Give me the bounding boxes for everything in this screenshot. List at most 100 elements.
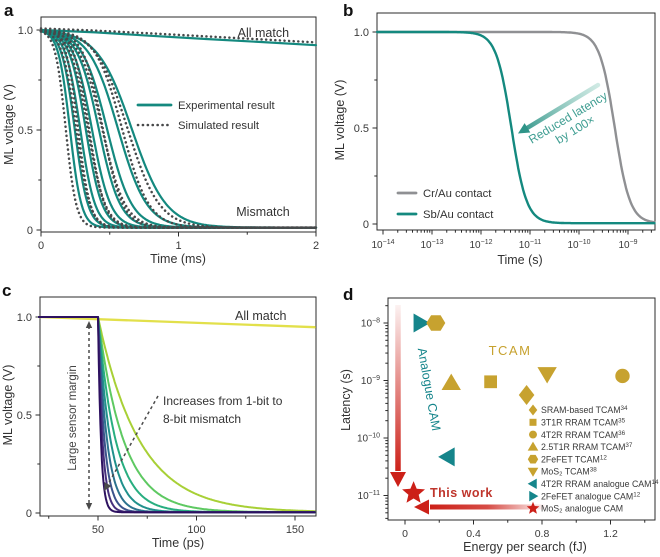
Cr/Au contact: [375, 30, 656, 224]
point-diamond: [518, 385, 535, 405]
y-tick-label: 10−10: [357, 433, 380, 445]
legend-label: MoS₂ analogue CAM: [541, 504, 623, 514]
point-triangle-right: [413, 313, 431, 333]
label: ML voltage (V): [1, 365, 15, 446]
this-work-label: This work: [430, 486, 493, 500]
all-match-experimental: [39, 28, 318, 47]
y-tick-label: 0: [26, 508, 32, 520]
legend-marker-circle: [529, 430, 537, 439]
x-tick-label: 10−13: [421, 239, 444, 251]
left-arrow-head: [414, 499, 429, 515]
down-arrow-head: [390, 472, 406, 487]
y-axis-title: ML voltage (V): [333, 80, 347, 161]
label: Analogue CAM: [415, 347, 443, 432]
legend-marker-triangle-up: [527, 441, 539, 451]
legend-label: SRAM-based TCAM34: [541, 405, 628, 415]
latency-arrow-head: [518, 123, 531, 134]
point-triangle-down: [537, 367, 557, 384]
point-star: [402, 481, 425, 503]
arrow-head: [104, 482, 112, 491]
tcam-group-label: TCAM: [489, 343, 532, 358]
label: Large sensor margin: [67, 365, 79, 470]
point-square: [484, 375, 497, 389]
label: ML voltage (V): [333, 80, 347, 161]
panel-a-letter: a: [4, 1, 14, 20]
legend-marker-diamond: [528, 404, 538, 416]
legend-marker-hexagon: [527, 454, 539, 464]
legend-marker-square: [529, 418, 537, 426]
legend-label: 2FeFET TCAM12: [541, 454, 607, 464]
y-tick-label: 0: [363, 219, 369, 231]
x-tick-label: 100: [187, 524, 205, 536]
curve-label: All match: [238, 26, 289, 40]
y-tick-label: 1.0: [18, 25, 33, 37]
y-axis-title: ML voltage (V): [1, 365, 15, 446]
legend-label: 4T2R RRAM TCAM36: [541, 430, 626, 440]
x-tick-label: 10−14: [372, 239, 395, 251]
legend-marker-triangle-right: [529, 490, 539, 502]
point-triangle-up: [441, 373, 461, 390]
x-tick-label: 2: [313, 240, 319, 252]
panel-d-chart: 10−8 10−9 10−10 10−11 0 0.4 0.8 1.2 Energy per s…: [339, 297, 659, 554]
mismatch-8bit: [37, 316, 316, 514]
y-tick-label: 1.0: [354, 27, 369, 39]
panel-d-letter: d: [343, 285, 354, 304]
legend-label: 3T1R RRAM TCAM35: [541, 418, 626, 428]
x-tick-label: 10−12: [470, 239, 493, 251]
x-tick-label: 10−9: [618, 239, 637, 251]
x-tick-label: 150: [286, 524, 304, 536]
y-tick-label: 1.0: [17, 312, 32, 324]
analogue-cam-group-label: Analogue CAM: [415, 347, 443, 432]
legend-label: 2.5T1R RRAM TCAM37: [541, 442, 633, 452]
legend-label: MoS₂ TCAM38: [541, 467, 597, 477]
x-axis-title: Time (ps): [152, 536, 204, 550]
curve-label: All match: [235, 309, 286, 323]
y-tick-label: 10−8: [361, 318, 380, 330]
legend-label: 4T2R RRAM analogue CAM14: [541, 479, 659, 489]
panel-a-chart: 0 1 2 0 0.5 1.0 Time (ms) ML voltage (V) All mat…: [2, 16, 319, 266]
legend-label: Cr/Au contact: [423, 188, 492, 200]
increase-label-1: Increases from 1-bit to: [163, 394, 283, 408]
y-tick-label: 0.5: [354, 123, 369, 135]
y-axis-title: Latency (s): [339, 369, 353, 431]
label: ML voltage (V): [2, 84, 16, 165]
legend-label: Experimental result: [178, 100, 276, 112]
plot-frame: [387, 297, 656, 521]
arrow-head: [85, 321, 93, 328]
x-tick-label: 0.8: [535, 528, 550, 540]
legend-marker-star: [526, 501, 540, 514]
label: Latency (s): [339, 369, 353, 431]
plot-frame: [376, 12, 656, 231]
plot-frame: [39, 296, 317, 517]
y-tick-label: 0.5: [17, 410, 32, 422]
panel-b-letter: b: [343, 1, 354, 20]
legend-label: 2FeFET analogue CAM12: [541, 491, 641, 501]
x-axis-title: Time (s): [497, 253, 542, 267]
x-tick-label: 0.4: [466, 528, 481, 540]
Sb/Au contact: [375, 30, 656, 225]
mismatch-simulated-7: [39, 29, 318, 229]
panel-b-chart: 10−14 10−13 10−12 10−11 10−10 10−9 0 0.5 1.0 Time…: [333, 12, 656, 267]
y-axis-title: ML voltage (V): [2, 84, 16, 165]
legend-label: Simulated result: [178, 120, 260, 132]
x-axis-title: Time (ms): [150, 252, 206, 266]
mismatch-simulated-4: [39, 29, 318, 229]
arrow-head: [85, 503, 93, 510]
increase-label-2: 8-bit mismatch: [163, 412, 241, 426]
legend-marker-triangle-left: [527, 478, 537, 490]
point-hexagon: [426, 315, 446, 331]
sensor-margin-label: Large sensor margin: [67, 365, 79, 470]
point-circle: [615, 368, 630, 384]
y-tick-label: 0.5: [18, 125, 33, 137]
x-tick-label: 0: [402, 528, 408, 540]
legend-marker-triangle-down: [527, 467, 539, 477]
curve-label: Mismatch: [236, 205, 290, 219]
x-axis-title: Energy per search (fJ): [463, 540, 587, 554]
all-match-simulated: [39, 27, 318, 44]
panel-c-chart: 50 100 150 0 0.5 1.0 Time (ps) ML voltage (V) Al…: [1, 296, 317, 550]
y-tick-label: 0: [27, 225, 33, 237]
x-tick-label: 50: [92, 524, 104, 536]
all-match: [37, 315, 316, 329]
increase-arrow: [106, 395, 159, 487]
